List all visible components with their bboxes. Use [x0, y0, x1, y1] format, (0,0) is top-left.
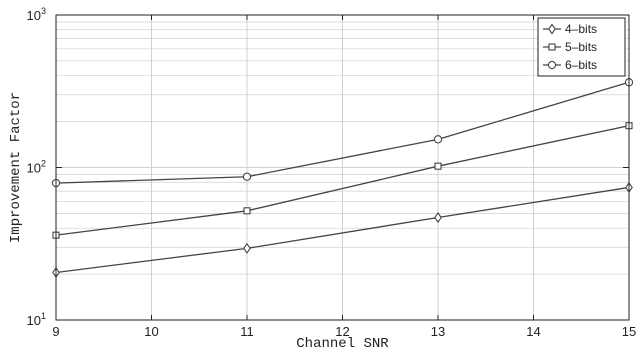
x-tick-label: 10: [144, 324, 158, 339]
legend-item: 4–bits: [543, 22, 597, 36]
y-tick-label: 101: [27, 311, 46, 328]
legend-marker: [548, 43, 556, 51]
data-point: [242, 172, 252, 181]
series-group: [51, 78, 634, 279]
axis-ticks: 9 10 11 12 13 14 15 101 102 103: [27, 6, 637, 339]
data-point: [434, 211, 442, 224]
x-axis-label: Channel SNR: [296, 336, 389, 352]
legend-label: 5–bits: [565, 40, 597, 54]
legend-label: 6–bits: [565, 58, 597, 72]
data-point: [243, 242, 251, 254]
legend-marker: [547, 60, 557, 70]
series-line: [55, 125, 630, 236]
y-tick-label: 102: [27, 159, 46, 176]
data-point: [243, 207, 251, 215]
data-point: [434, 162, 442, 170]
grid: [55, 15, 630, 320]
x-tick-label: 15: [622, 324, 636, 339]
data-point: [433, 135, 443, 144]
x-tick-label: 13: [431, 324, 445, 339]
x-tick-label: 11: [240, 324, 254, 339]
legend: 4–bits 5–bits 6–bits: [537, 17, 626, 77]
x-tick-label: 12: [335, 324, 349, 339]
series-line: [55, 186, 630, 274]
x-tick-label: 14: [526, 324, 540, 339]
y-axis-label: Improvement Factor: [8, 92, 24, 243]
legend-item: 6–bits: [543, 58, 597, 72]
series-1: [52, 181, 633, 279]
series-line: [55, 81, 630, 184]
legend-marker: [548, 23, 556, 35]
y-tick-label: 103: [27, 6, 46, 23]
x-tick-label: 9: [52, 324, 59, 339]
legend-item: 5–bits: [543, 40, 597, 54]
legend-label: 4–bits: [565, 22, 597, 36]
